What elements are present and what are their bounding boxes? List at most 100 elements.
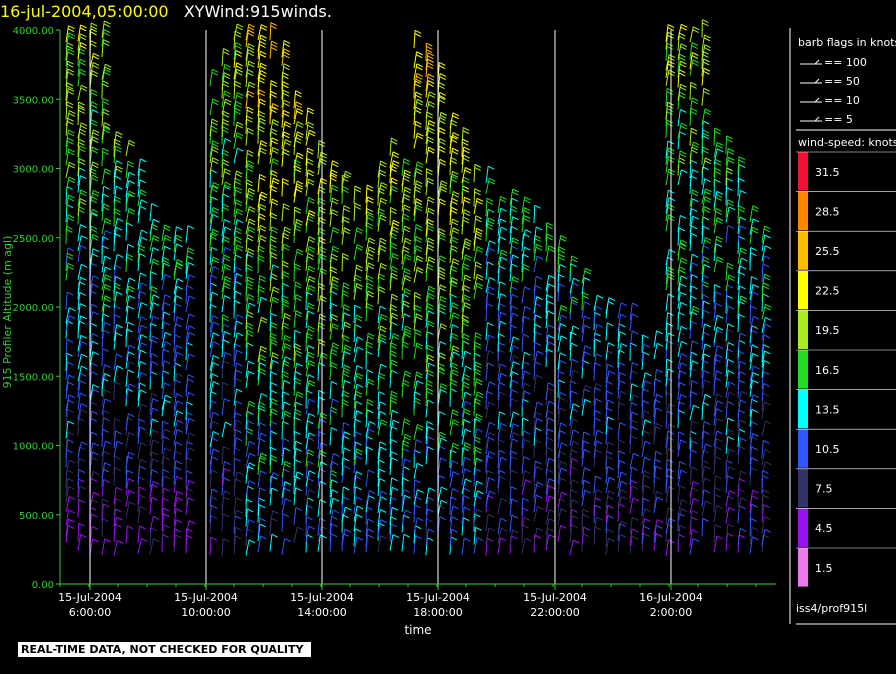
wind-barb-feather	[510, 450, 518, 455]
wind-barb	[245, 453, 250, 469]
wind-barb-feather	[595, 398, 602, 403]
wind-barb	[245, 188, 250, 205]
wind-barb-feather	[150, 527, 158, 532]
wind-barb-feather	[295, 101, 303, 106]
wind-barb-feather	[716, 354, 723, 358]
wind-barb-feather	[91, 177, 98, 182]
wind-barb	[341, 380, 345, 397]
wind-barb-feather	[152, 458, 159, 463]
wind-barb-feather	[416, 255, 424, 260]
wind-barb-feather	[224, 278, 231, 283]
wind-barb	[257, 368, 261, 386]
wind-barb-feather	[139, 205, 147, 210]
wind-barb-feather	[294, 475, 301, 480]
wind-barb-feather	[404, 333, 411, 338]
wind-barb-feather	[488, 437, 495, 441]
wind-barb	[413, 463, 418, 479]
wind-barb-feather	[367, 332, 375, 337]
wind-barb-feather	[354, 188, 362, 193]
wind-barb-feather	[260, 470, 267, 475]
wind-barb-feather	[271, 201, 278, 206]
wind-barb-feather	[103, 32, 110, 37]
wind-barb-feather	[67, 265, 74, 270]
wind-barb-feather	[451, 200, 458, 205]
wind-barb-feather	[258, 285, 265, 290]
wind-barb-feather	[248, 23, 255, 28]
wind-barb-feather	[679, 460, 686, 465]
wind-barb	[77, 198, 81, 216]
wind-barb-feather	[102, 111, 110, 116]
wind-barb-feather	[331, 169, 338, 174]
wind-barb	[233, 389, 238, 406]
wind-barb-feather	[489, 277, 496, 281]
wind-barb	[257, 354, 261, 372]
wind-barb	[509, 389, 512, 408]
wind-barb-feather	[680, 260, 687, 265]
wind-barb	[269, 147, 274, 164]
wind-barb	[641, 344, 645, 362]
wind-barb-feather	[606, 390, 614, 395]
wind-barb	[221, 446, 224, 465]
wind-barb	[617, 460, 620, 478]
wind-barb-feather	[463, 495, 471, 499]
wind-barb-feather	[681, 499, 688, 504]
wind-barb-feather	[308, 178, 315, 183]
wind-barb-feather	[356, 264, 363, 269]
wind-barb-feather	[416, 426, 423, 431]
wind-barb-feather	[272, 264, 280, 269]
wind-barb-feather	[236, 208, 244, 213]
wind-barb	[653, 369, 658, 387]
wind-barb-feather	[222, 121, 229, 126]
wind-barb-feather	[548, 341, 555, 346]
wind-barb-feather	[559, 360, 567, 364]
wind-barb	[629, 411, 633, 430]
wind-barb-feather	[655, 407, 663, 412]
wind-barb-feather	[68, 129, 75, 134]
wind-barb	[581, 316, 585, 333]
wind-barb-feather	[474, 341, 482, 346]
wind-barb-feather	[259, 523, 267, 528]
wind-barb-feather	[415, 245, 423, 250]
wind-barb-feather	[462, 141, 469, 146]
wind-barb-feather	[681, 169, 688, 174]
wind-barb	[209, 448, 214, 465]
wind-barb-feather	[764, 323, 772, 328]
wind-barb-feather	[452, 193, 459, 198]
wind-barb-feather	[499, 469, 506, 474]
wind-barb-feather	[380, 333, 387, 338]
wind-barb-feather	[702, 283, 709, 288]
wind-barb-feather	[67, 117, 74, 122]
wind-barb-feather	[380, 265, 387, 270]
wind-barb-feather	[667, 104, 674, 109]
wind-barb-feather	[67, 60, 74, 65]
wind-barb	[365, 518, 369, 537]
wind-barb	[713, 446, 717, 464]
wind-barb-feather	[140, 282, 148, 287]
wind-barb-feather	[270, 312, 277, 317]
wind-barb-feather	[500, 537, 507, 542]
wind-barb	[161, 257, 164, 275]
wind-barb-feather	[738, 271, 746, 276]
wind-barb-feather	[330, 177, 337, 182]
wind-barb-feather	[115, 264, 122, 269]
wind-barb-feather	[67, 151, 75, 156]
wind-barb-feather	[512, 371, 519, 376]
wind-barb-feather	[294, 346, 301, 351]
wind-barb-feather	[174, 334, 181, 339]
wind-barb-feather	[666, 42, 674, 47]
wind-barb-feather	[535, 285, 542, 290]
wind-barb	[701, 343, 706, 361]
wind-barb-feather	[463, 149, 470, 154]
wind-barb	[677, 302, 682, 319]
wind-barb-feather	[80, 403, 88, 408]
wind-barb	[233, 69, 238, 86]
wind-barb	[281, 313, 286, 330]
wind-barb-feather	[331, 200, 339, 205]
wind-barb	[317, 499, 321, 517]
wind-barb-feather	[283, 99, 291, 104]
wind-barb-feather	[81, 235, 88, 240]
wind-barb	[665, 293, 669, 312]
wind-barb-feather	[678, 269, 686, 274]
wind-barb	[137, 253, 141, 272]
wind-barb	[365, 399, 368, 417]
